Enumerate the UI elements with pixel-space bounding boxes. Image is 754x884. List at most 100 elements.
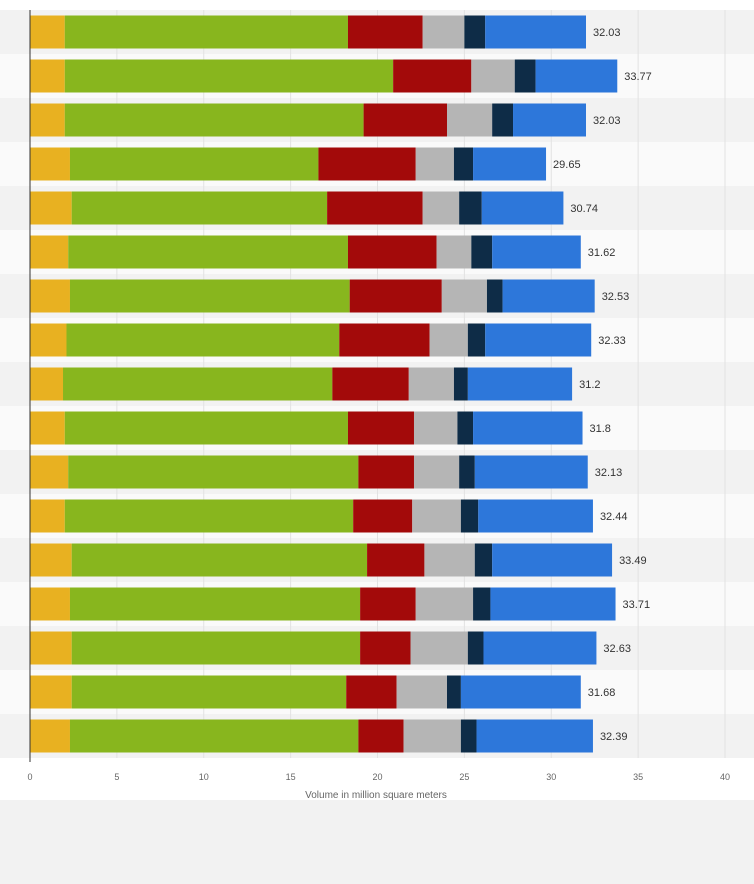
bar-segment-6 (478, 499, 593, 533)
total-label: 33.49 (619, 555, 647, 567)
bar-segment-5 (464, 15, 486, 49)
bar-segment-6 (473, 411, 583, 445)
bar-segment-5 (457, 411, 474, 445)
bar-segment-6 (485, 323, 592, 357)
bar-segment-6 (473, 147, 547, 181)
bar-segment-2 (63, 367, 333, 401)
bar-segment-2 (71, 191, 328, 225)
bar-segment-3 (347, 15, 423, 49)
total-label: 29.65 (553, 159, 581, 171)
bar-segment-4 (410, 631, 468, 665)
bar-segment-5 (474, 543, 493, 577)
total-label: 30.74 (570, 203, 598, 215)
bar-segment-1 (30, 719, 70, 753)
bar-segment-5 (453, 147, 474, 181)
bar-segment-2 (64, 59, 394, 93)
bars (30, 15, 618, 753)
bar-segment-3 (347, 235, 437, 269)
bar-segment-6 (460, 675, 581, 709)
bar-segment-2 (68, 455, 359, 489)
bar-segment-6 (485, 15, 586, 49)
x-tick-label: 40 (720, 772, 730, 782)
x-tick-label: 15 (286, 772, 296, 782)
bar-segment-5 (460, 719, 477, 753)
total-label: 32.39 (600, 731, 628, 743)
bar-segment-4 (471, 59, 515, 93)
bar-segment-2 (69, 587, 361, 621)
bar-segment-4 (424, 543, 475, 577)
bar-segment-6 (483, 631, 597, 665)
total-labels: 32.03 33.77 32.03 29.65 30.74 31.62 32.53 32.33… (553, 27, 652, 743)
bar-segment-4 (413, 411, 458, 445)
bar-segment-3 (353, 499, 413, 533)
bar-segment-5 (492, 103, 514, 137)
bar-segment-1 (30, 675, 72, 709)
bar-segment-4 (415, 587, 474, 621)
total-label: 31.8 (590, 423, 611, 435)
bar-segment-1 (30, 15, 65, 49)
total-label: 32.63 (603, 643, 631, 655)
bar-segment-4 (429, 323, 468, 357)
bar-segment-4 (422, 191, 460, 225)
bar-segment-1 (30, 367, 64, 401)
bar-segment-2 (66, 323, 340, 357)
bar-segment-6 (474, 455, 588, 489)
bar-segment-1 (30, 411, 65, 445)
bar-segment-3 (360, 631, 411, 665)
bar-segment-2 (64, 411, 348, 445)
bar-segment-6 (476, 719, 593, 753)
total-label: 33.77 (624, 71, 652, 83)
x-tick-label: 10 (199, 772, 209, 782)
bar-segment-3 (349, 279, 442, 313)
total-label: 32.33 (598, 335, 626, 347)
bar-segment-4 (436, 235, 472, 269)
total-label: 32.03 (593, 27, 621, 39)
bar-segment-3 (358, 455, 414, 489)
x-tick-label: 35 (633, 772, 643, 782)
bar-segment-1 (30, 455, 69, 489)
bar-segment-5 (473, 587, 491, 621)
bar-segment-4 (422, 15, 465, 49)
bar-segment-1 (30, 191, 72, 225)
bar-segment-4 (408, 367, 454, 401)
bar-segment-4 (415, 147, 454, 181)
bar-segment-2 (71, 543, 368, 577)
bar-segment-2 (68, 235, 348, 269)
bar-segment-6 (492, 543, 613, 577)
bar-segment-4 (413, 455, 460, 489)
bar-segment-5 (459, 191, 482, 225)
bar-segment-1 (30, 59, 65, 93)
bar-segment-2 (71, 631, 361, 665)
bar-segment-4 (412, 499, 461, 533)
total-label: 32.03 (593, 115, 621, 127)
x-tick-label: 25 (459, 772, 469, 782)
bar-segment-3 (363, 103, 447, 137)
x-tick-label: 30 (546, 772, 556, 782)
bar-segment-3 (346, 675, 397, 709)
bar-segment-1 (30, 499, 65, 533)
bar-segment-2 (64, 103, 364, 137)
total-label: 32.44 (600, 511, 628, 523)
bar-segment-6 (467, 367, 573, 401)
bar-segment-5 (514, 59, 536, 93)
bar-segment-3 (318, 147, 416, 181)
bar-segment-3 (393, 59, 472, 93)
bar-segment-1 (30, 147, 70, 181)
bar-segment-5 (453, 367, 468, 401)
total-label: 33.71 (623, 599, 651, 611)
bar-segment-5 (471, 235, 493, 269)
bar-segment-5 (486, 279, 503, 313)
x-tick-label: 0 (27, 772, 32, 782)
bar-segment-1 (30, 235, 69, 269)
bar-segment-3 (367, 543, 425, 577)
bar-segment-1 (30, 279, 70, 313)
total-label: 31.62 (588, 247, 616, 259)
total-label: 32.53 (602, 291, 630, 303)
total-label: 31.68 (588, 687, 616, 699)
bar-segment-5 (467, 323, 486, 357)
bar-segment-5 (447, 675, 461, 709)
bar-segment-3 (339, 323, 430, 357)
bar-segment-5 (459, 455, 475, 489)
